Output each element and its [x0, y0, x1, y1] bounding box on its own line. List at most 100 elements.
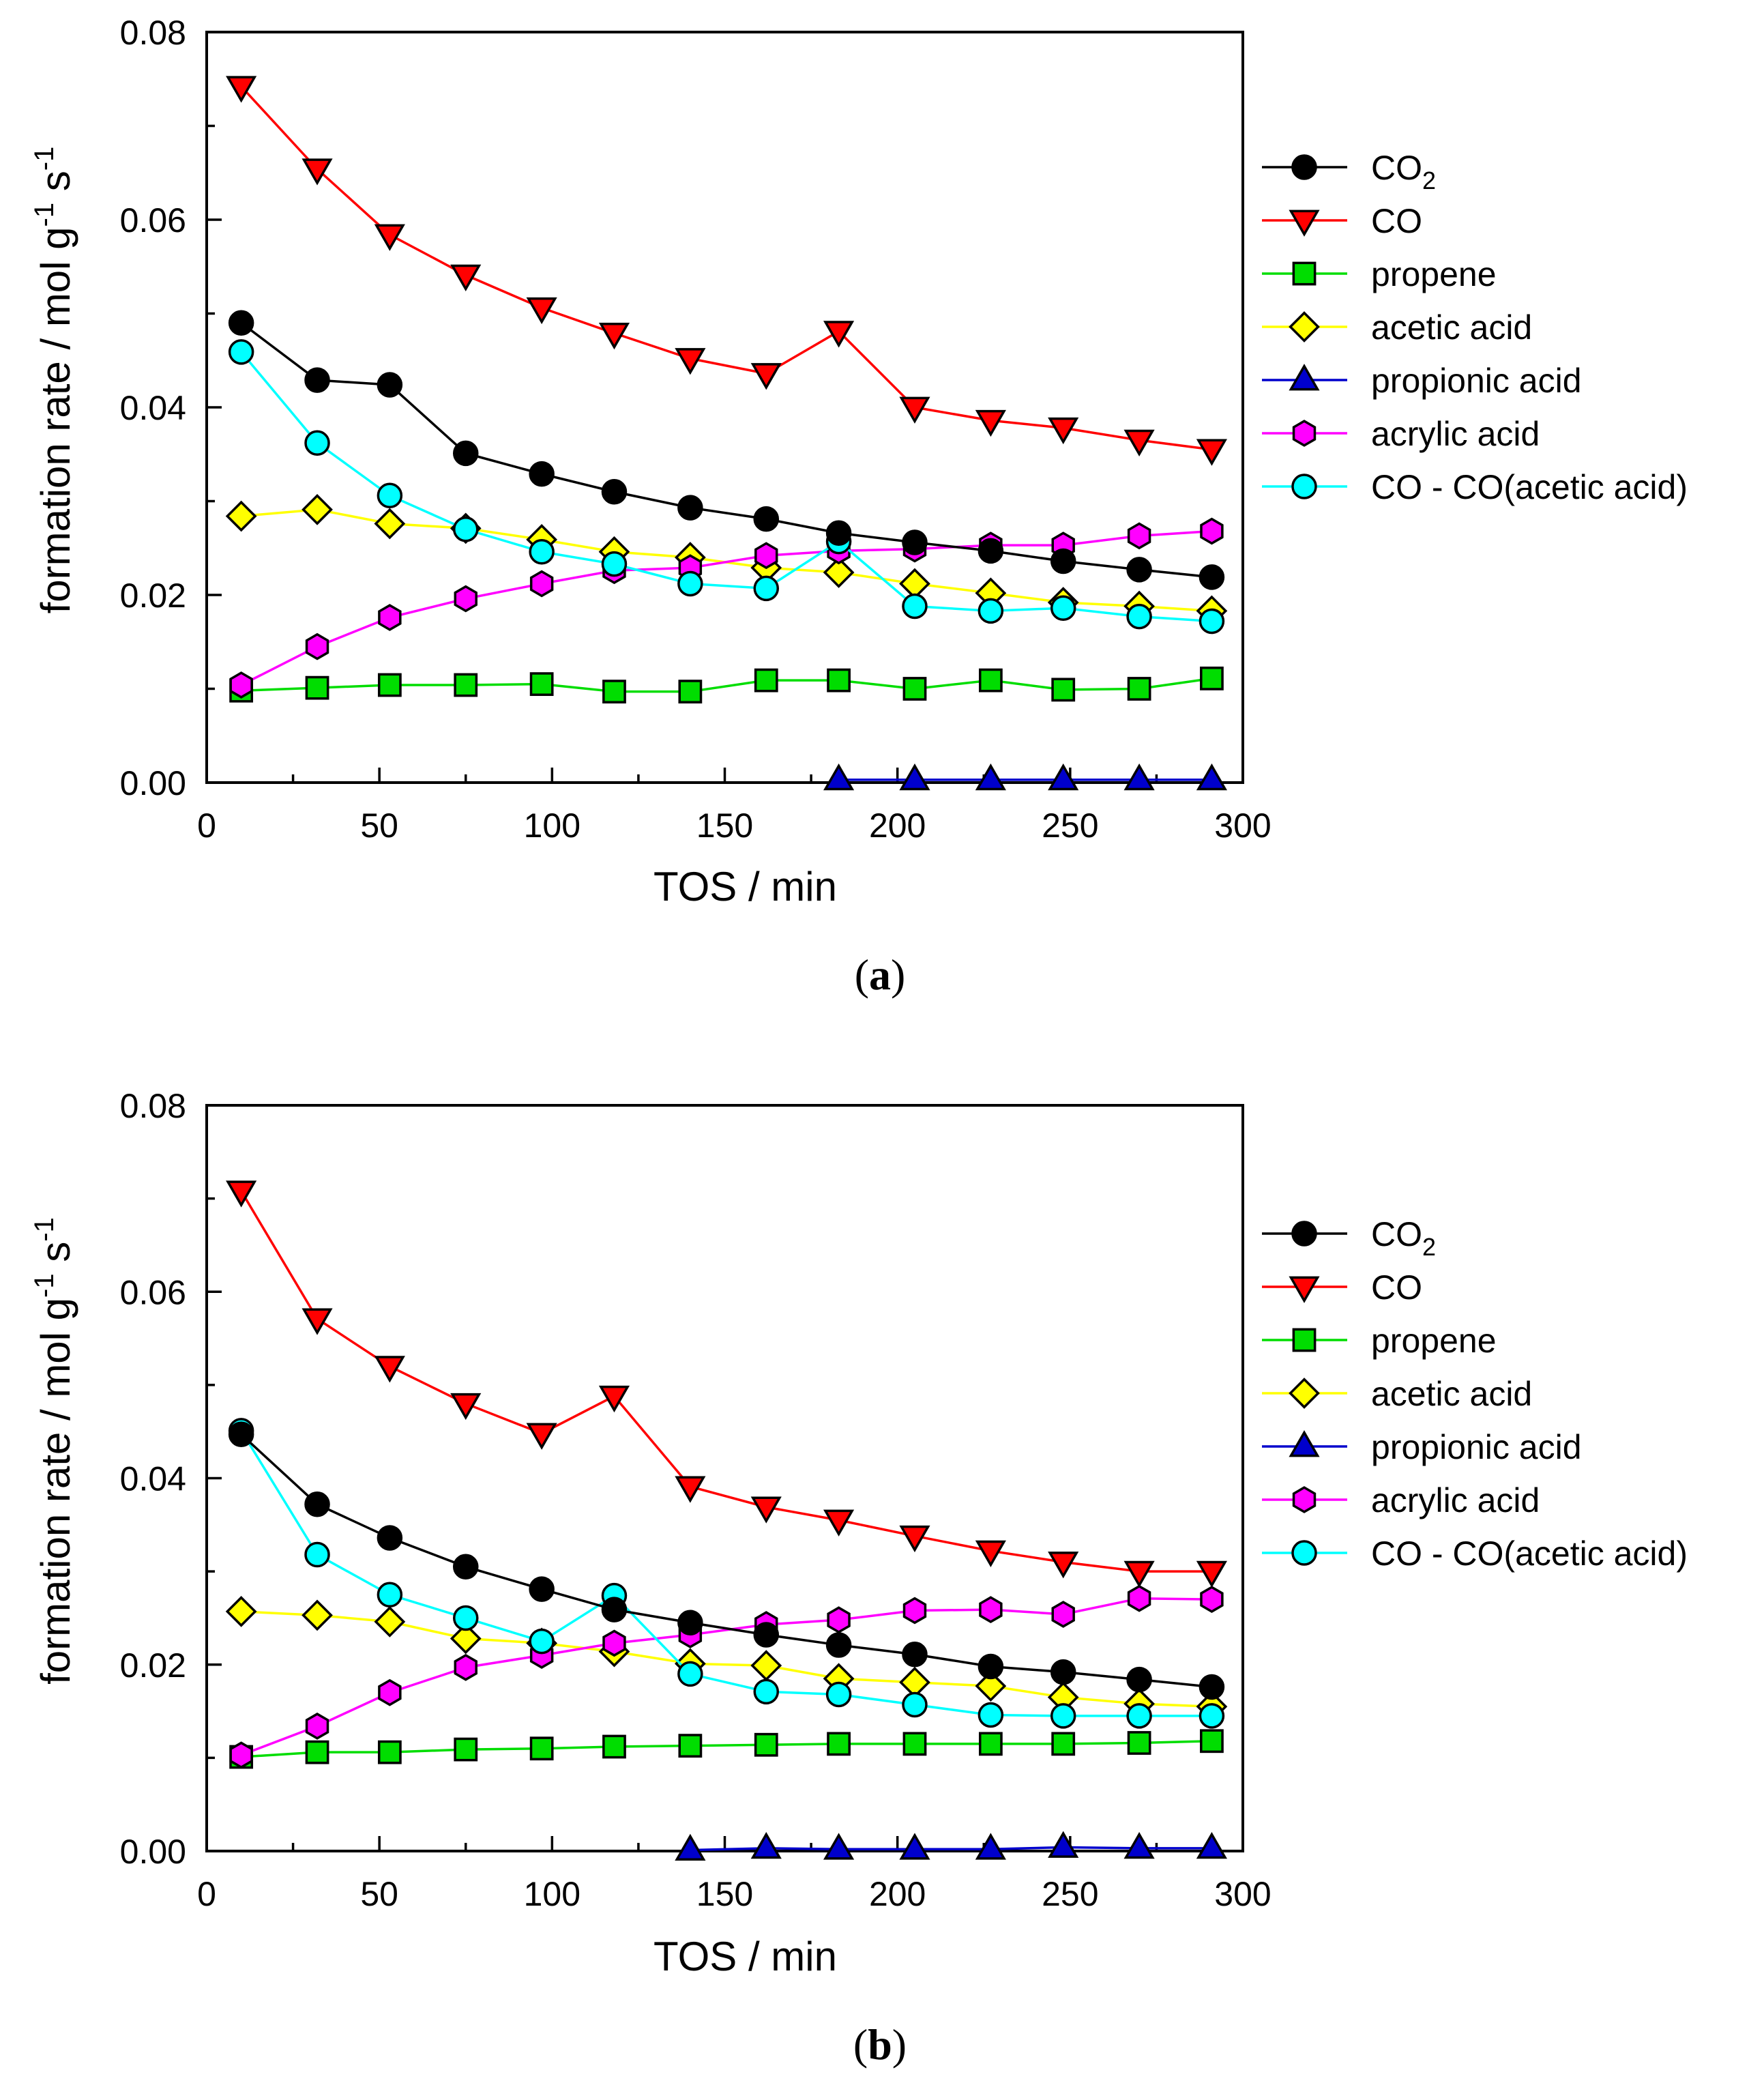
panel-b-point-propionic-acid: [675, 1833, 706, 1861]
panel-a-panel-label: (a): [855, 950, 906, 999]
panel-a-point-co: [1123, 429, 1155, 457]
panel-a-point-co2: [902, 529, 928, 555]
panel-b-point-co-co-acetic-acid: [1199, 1703, 1225, 1729]
panel-b-point-propene: [902, 1732, 927, 1756]
panel-b-point-acrylic-acid: [378, 1678, 402, 1706]
panel-b-legend-label-subscript: 2: [1422, 1233, 1436, 1261]
panel-b-legend-marker-acetic-acid: [1289, 1378, 1320, 1409]
panel-b-y-tick-label: 0.06: [120, 1273, 186, 1311]
panel-a-series-acrylic-acid: [229, 517, 1224, 699]
panel-b-point-co-co-acetic-acid: [304, 1541, 330, 1568]
panel-a-legend-label-subscript: 2: [1422, 166, 1436, 194]
panel-a-point-co: [526, 297, 557, 325]
panel-b-legend-label-propionic-acid: propionic acid: [1371, 1428, 1582, 1466]
panel-a-point-co-co-acetic-acid: [377, 482, 403, 508]
panel-a-x-tick-label: 250: [1042, 806, 1098, 845]
panel-a-point-propene: [1051, 678, 1076, 702]
panel-b-plot-frame: [205, 1104, 1244, 1852]
panel-b-y-tick-label: 0.00: [120, 1833, 186, 1871]
panel-b-legend-label-co-co-acetic-acid: CO - CO(acetic acid): [1371, 1534, 1688, 1573]
panel-a-point-propene: [1200, 666, 1224, 690]
panel-a-legend-marker-propionic-acid: [1289, 364, 1320, 391]
panel-b-x-tick-label: 0: [197, 1875, 216, 1913]
panel-a-legend-label-acrylic-acid: acrylic acid: [1371, 415, 1540, 453]
panel-b-point-propene: [754, 1732, 778, 1757]
panel-a-panel-label-part: a: [869, 950, 891, 999]
panel-b-point-co: [975, 1540, 1006, 1567]
panel-a-point-co: [899, 396, 930, 424]
panel-a-x-tick-label: 0: [197, 806, 216, 845]
panel-a-point-co: [226, 76, 257, 103]
panel-b-point-propene: [529, 1736, 554, 1761]
panel-a-point-co2: [677, 495, 703, 521]
panel-b-point-co: [1196, 1560, 1228, 1588]
panel-b-point-co2: [228, 1421, 254, 1448]
panel-b-point-acrylic-acid: [902, 1597, 927, 1625]
panel-a-point-co-co-acetic-acid: [228, 339, 254, 365]
panel-b-point-co2: [1050, 1659, 1076, 1685]
panel-a-line-acrylic-acid: [240, 529, 1212, 686]
panel-a-point-propionic-acid: [823, 763, 855, 791]
panel-a-point-propene: [902, 677, 927, 701]
panel-a-point-acrylic-acid: [305, 632, 329, 660]
panel-b-legend-marker-propene: [1292, 1328, 1317, 1352]
panel-b-x-tick-label: 300: [1214, 1875, 1271, 1913]
panel-b-point-co-co-acetic-acid: [529, 1628, 555, 1655]
panel-b-series-co: [226, 1180, 1228, 1588]
panel-b-point-acetic-acid: [450, 1622, 482, 1655]
panel-b-point-propionic-acid: [1048, 1831, 1079, 1858]
panel-a-y-axis-title-part: -1: [29, 147, 59, 171]
panel-b-line-co: [240, 1190, 1212, 1573]
panel-a-point-co2: [453, 440, 479, 467]
panel-b-y-tick-label: 0.02: [120, 1646, 186, 1685]
panel-a-point-co: [975, 409, 1006, 437]
panel-b-point-co2: [753, 1622, 780, 1648]
panel-a-point-acrylic-acid: [1127, 522, 1151, 550]
panel-a-legend-marker-co2: [1291, 154, 1317, 180]
panel-a-series-co2: [228, 310, 1225, 590]
panel-b-point-propionic-acid: [975, 1833, 1006, 1860]
panel-a-point-co2: [1126, 557, 1152, 583]
panel-b-point-co: [1123, 1560, 1155, 1588]
panel-a-point-co-co-acetic-acid: [1199, 608, 1225, 635]
panel-a-plot-frame: [205, 31, 1244, 784]
panel-b-point-acrylic-acid: [1200, 1586, 1224, 1613]
panel-b-point-co-co-acetic-acid: [902, 1691, 928, 1718]
panel-b-point-co: [374, 1356, 405, 1383]
panel-b-point-propene: [454, 1737, 478, 1762]
panel-b-y-tick-label: 0.08: [120, 1087, 186, 1125]
panel-b-point-propene: [377, 1740, 402, 1764]
panel-a-point-co: [1048, 417, 1079, 445]
panel-b-legend-label-acetic-acid: acetic acid: [1371, 1375, 1532, 1413]
panel-a-point-propene: [602, 680, 626, 704]
panel-b-point-co: [675, 1476, 706, 1503]
panel-b-panel-label: (b): [853, 2020, 907, 2069]
panel-b-point-co2: [825, 1632, 852, 1658]
panel-a-panel-label-part: (: [855, 950, 869, 999]
panel-b-point-co: [302, 1308, 333, 1335]
panel-b-point-propionic-acid: [750, 1831, 782, 1859]
panel-a-x-tick-label: 300: [1214, 806, 1271, 845]
panel-b-y-axis-title-part: s: [33, 1242, 78, 1274]
panel-a-legend-marker-co: [1289, 209, 1320, 237]
panel-a-point-co2: [228, 310, 254, 336]
panel-b-point-acetic-acid: [374, 1606, 406, 1638]
panel-a-point-co-co-acetic-acid: [977, 598, 1004, 624]
panel-a-point-co-co-acetic-acid: [453, 516, 479, 542]
panel-a-x-tick-label: 100: [524, 806, 580, 845]
panel-a-point-propene: [377, 673, 402, 697]
panel-a-point-propionic-acid: [1196, 763, 1228, 791]
panel-b-x-tick-label: 50: [360, 1875, 398, 1913]
panel-a-point-acrylic-acid: [529, 570, 554, 598]
panel-b-point-acrylic-acid: [979, 1596, 1003, 1624]
panel-b-point-co-co-acetic-acid: [1050, 1703, 1076, 1729]
panel-b-point-co2: [601, 1597, 628, 1622]
panel-b-x-tick-label: 250: [1042, 1875, 1098, 1913]
panel-b-point-acrylic-acid: [1051, 1601, 1075, 1628]
panel-b-legend-marker-acrylic-acid: [1292, 1486, 1317, 1513]
panel-a-point-propene: [978, 668, 1003, 693]
panel-a-series-propene: [229, 666, 1224, 704]
